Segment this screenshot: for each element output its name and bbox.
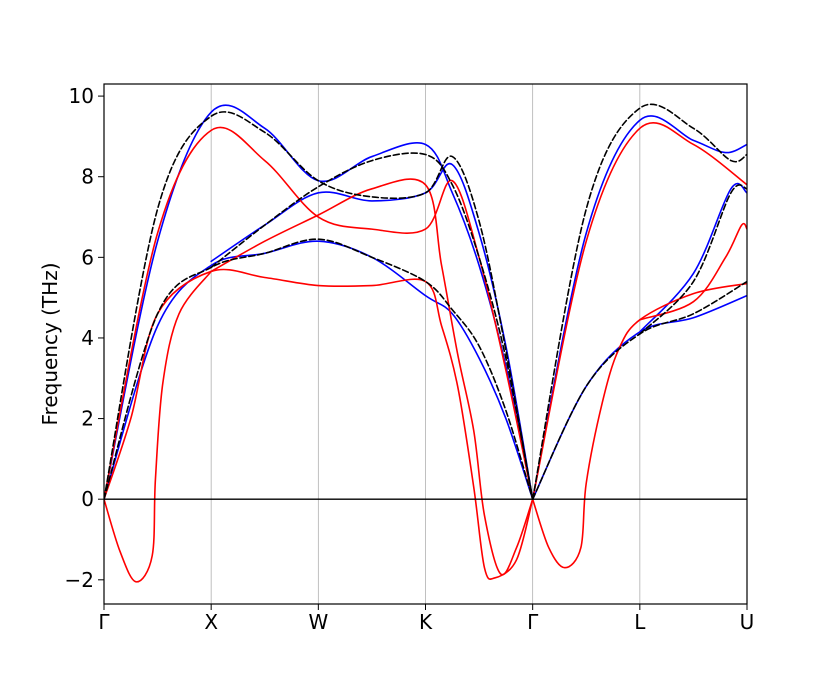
y-axis-ticks: −2 0 2 4 6 8 10 <box>65 84 104 592</box>
band-line-13 <box>104 111 534 500</box>
band-line-18 <box>639 184 747 335</box>
band-line-6 <box>104 126 534 500</box>
x-tick-label: W <box>308 610 328 634</box>
y-tick-label: 8 <box>81 165 94 189</box>
band-line-14 <box>104 238 534 500</box>
band-line-9 <box>104 270 212 583</box>
band-line-16 <box>531 103 747 500</box>
y-tick-label: 4 <box>81 326 94 350</box>
y-tick-label: 0 <box>81 487 94 511</box>
x-tick-label: L <box>634 610 646 634</box>
y-axis-label: Frequency (THz) <box>38 262 62 425</box>
band-line-15 <box>210 152 534 500</box>
x-tick-label: Γ <box>527 610 539 634</box>
x-tick-label: Γ <box>98 610 110 634</box>
x-tick-label: X <box>204 610 218 634</box>
band-line-12 <box>639 222 747 321</box>
x-tick-label: K <box>419 610 433 634</box>
band-line-10 <box>531 121 747 500</box>
band-line-3 <box>531 115 747 500</box>
x-tick-label: U <box>740 610 755 634</box>
band-lines <box>104 103 747 583</box>
y-tick-label: 2 <box>81 407 94 431</box>
y-tick-label: 6 <box>81 245 94 269</box>
y-tick-label: 10 <box>69 84 94 108</box>
band-line-7 <box>210 178 534 576</box>
band-line-11 <box>531 282 747 569</box>
band-line-17 <box>531 280 747 500</box>
vertical-gridlines <box>210 84 641 604</box>
y-tick-label: −2 <box>65 568 94 592</box>
